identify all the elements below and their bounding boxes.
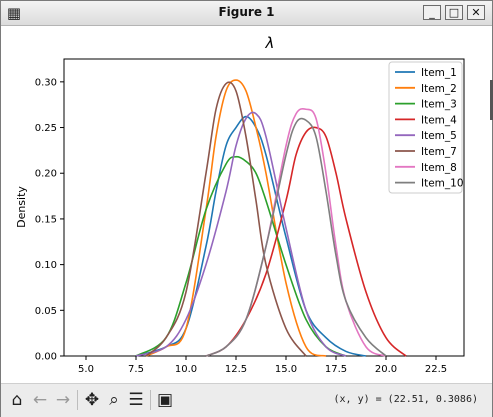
legend-box xyxy=(388,61,463,194)
x-tick-label: 12.5 xyxy=(225,364,247,375)
coordinate-readout: (x, y) = (22.51, 0.3086) xyxy=(333,394,479,405)
series-layer xyxy=(135,79,407,357)
title-bar[interactable]: ▦ Figure 1 _ □ ✕ xyxy=(1,1,492,26)
background-window-edge xyxy=(490,80,493,120)
legend-label: Item_1 xyxy=(421,67,457,79)
series-line-item_7 xyxy=(145,81,307,357)
y-tick-label: 0.00 xyxy=(35,352,57,363)
legend-label: Item_7 xyxy=(421,146,457,158)
series-line-item_10 xyxy=(205,117,387,357)
pan-icon[interactable]: ✥ xyxy=(84,390,100,410)
axes-frame xyxy=(63,58,465,357)
zoom-icon[interactable]: ⌕ xyxy=(109,390,119,410)
x-tick-label: 5.0 xyxy=(78,364,94,375)
y-tick-label: 0.30 xyxy=(35,77,57,88)
window-title: Figure 1 xyxy=(218,5,275,19)
legend-label: Item_5 xyxy=(421,130,457,142)
y-axis-label: Density xyxy=(15,186,28,228)
legend-label: Item_10 xyxy=(421,178,464,190)
chart-title: λ xyxy=(265,34,275,52)
home-icon[interactable]: ⌂ xyxy=(11,390,23,410)
legend-label: Item_8 xyxy=(421,162,457,174)
y-tick-label: 0.10 xyxy=(35,260,57,271)
x-tick-label: 7.5 xyxy=(128,364,144,375)
maximize-button[interactable]: □ xyxy=(445,5,463,20)
toolbar-separator xyxy=(77,390,78,410)
series-line-item_2 xyxy=(145,79,327,357)
save-icon[interactable]: ▣ xyxy=(156,390,174,410)
navigation-toolbar: ⌂ ← → ✥ ⌕ ☰ ▣ (x, y) = (22.51, 0.3086) xyxy=(1,383,492,417)
x-tick-label: 17.5 xyxy=(325,364,347,375)
figure-canvas[interactable]: λ 5.0 7.5 10.0 12.5 15.0 17.5 20.0 22.5 0.00 0.05… xyxy=(1,26,492,383)
legend-label: Item_2 xyxy=(421,83,457,95)
series-line-item_4 xyxy=(205,126,407,357)
toolbar-separator xyxy=(150,390,151,410)
x-tick-label: 10.0 xyxy=(175,364,197,375)
y-tick-label: 0.15 xyxy=(35,214,57,225)
forward-icon[interactable]: → xyxy=(55,390,71,410)
y-tick-label: 0.25 xyxy=(35,123,57,134)
x-tick-label: 22.5 xyxy=(425,364,447,375)
close-button[interactable]: ✕ xyxy=(467,5,485,20)
y-tick-label: 0.20 xyxy=(35,169,57,180)
figure-icon: ▦ xyxy=(6,4,22,22)
back-icon[interactable]: ← xyxy=(32,390,48,410)
legend: Item_1 Item_2 Item_3 Item_4 Item_5 Item_7 Item… xyxy=(388,61,464,194)
y-tick-label: 0.05 xyxy=(35,306,57,317)
configure-subplots-icon[interactable]: ☰ xyxy=(128,390,144,410)
x-tick-label: 15.0 xyxy=(275,364,297,375)
series-line-item_3 xyxy=(135,155,347,357)
density-chart: λ 5.0 7.5 10.0 12.5 15.0 17.5 20.0 22.5 0.00 0.05… xyxy=(15,34,465,375)
legend-label: Item_3 xyxy=(421,99,457,111)
minimize-button[interactable]: _ xyxy=(423,5,441,20)
series-line-item_5 xyxy=(135,111,347,357)
x-tick-label: 20.0 xyxy=(375,364,397,375)
series-line-item_1 xyxy=(135,115,367,357)
legend-label: Item_4 xyxy=(421,114,457,126)
ticks-layer: 5.0 7.5 10.0 12.5 15.0 17.5 20.0 22.5 0.00 0.05 0.… xyxy=(35,77,447,375)
